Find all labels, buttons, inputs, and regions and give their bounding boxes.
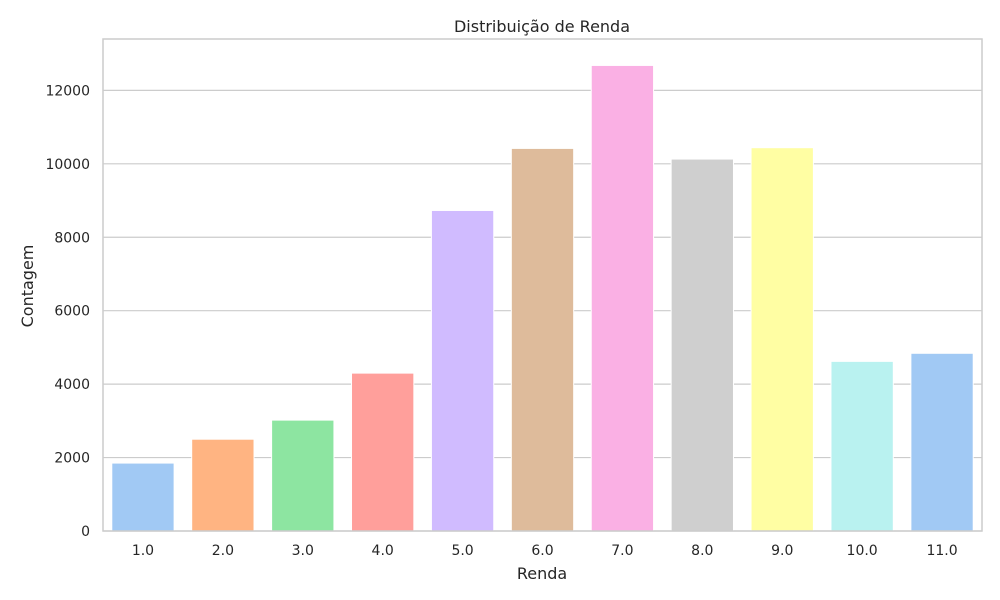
y-tick-label: 8000 [54, 230, 90, 246]
x-tick-label: 5.0 [451, 543, 473, 559]
x-tick-label: 3.0 [292, 543, 314, 559]
bar-10.0 [830, 360, 894, 532]
y-tick-label: 10000 [45, 157, 90, 173]
y-tick-label: 2000 [54, 451, 90, 467]
y-tick-label: 12000 [45, 83, 90, 99]
bar-7.0 [590, 64, 655, 532]
bar-11.0 [910, 352, 974, 532]
bar-4.0 [351, 372, 415, 532]
x-tick-label: 11.0 [926, 543, 957, 559]
x-tick-label: 2.0 [212, 543, 234, 559]
x-tick-label: 8.0 [691, 543, 713, 559]
bar-5.0 [430, 209, 495, 532]
y-tick-label: 0 [81, 524, 90, 540]
chart-title: Distribuição de Renda [454, 17, 630, 36]
x-tick-label: 4.0 [372, 543, 394, 559]
x-tick-label: 7.0 [611, 543, 633, 559]
bar-8.0 [670, 158, 734, 532]
plot-frame [102, 38, 983, 532]
y-axis-label: Contagem [18, 245, 37, 328]
bars [111, 64, 974, 532]
y-axis-ticks: 0 2000 4000 6000 8000 10000 12000 [45, 83, 90, 540]
x-tick-label: 9.0 [771, 543, 793, 559]
bar-1.0 [111, 462, 175, 532]
x-tick-label: 1.0 [132, 543, 154, 559]
y-tick-label: 6000 [54, 304, 90, 320]
bar-9.0 [750, 147, 814, 532]
x-axis-ticks: 1.0 2.0 3.0 4.0 5.0 6.0 7.0 8.0 9.0 10.0 11.0 [132, 543, 958, 559]
x-tick-label: 6.0 [531, 543, 553, 559]
bar-2.0 [191, 438, 255, 532]
y-tick-label: 4000 [54, 377, 90, 393]
x-axis-label: Renda [517, 564, 567, 583]
bar-3.0 [271, 419, 335, 532]
bar-6.0 [510, 147, 575, 532]
x-tick-label: 10.0 [847, 543, 878, 559]
